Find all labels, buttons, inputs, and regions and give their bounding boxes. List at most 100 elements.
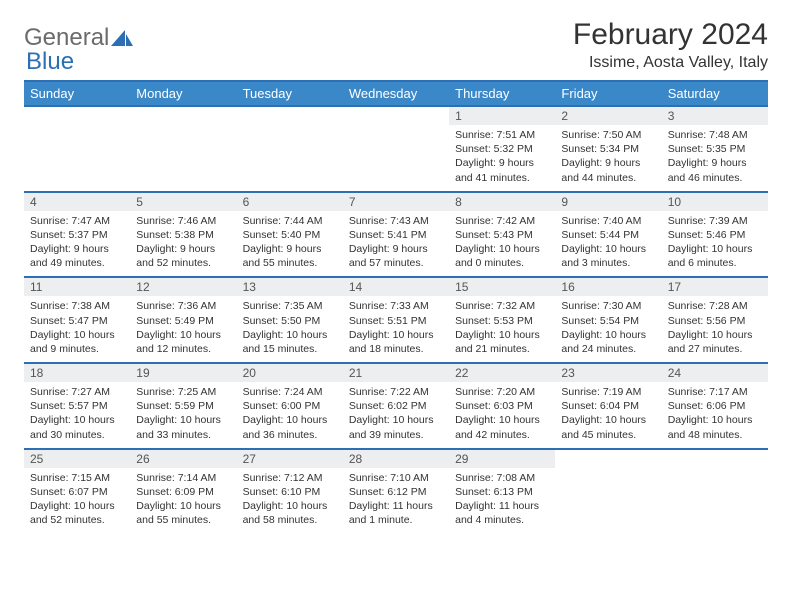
day-content-cell xyxy=(130,125,236,192)
logo-sail-icon xyxy=(111,30,133,48)
day-content-cell: Sunrise: 7:08 AMSunset: 6:13 PMDaylight:… xyxy=(449,468,555,534)
sunset-text: Sunset: 5:38 PM xyxy=(136,228,230,242)
day-number-cell: 12 xyxy=(130,277,236,296)
calendar-header-row: SundayMondayTuesdayWednesdayThursdayFrid… xyxy=(24,81,768,106)
day-content-cell: Sunrise: 7:10 AMSunset: 6:12 PMDaylight:… xyxy=(343,468,449,534)
daylight-text: Daylight: 10 hours and 12 minutes. xyxy=(136,328,230,356)
sunrise-text: Sunrise: 7:12 AM xyxy=(243,471,337,485)
sunrise-text: Sunrise: 7:38 AM xyxy=(30,299,124,313)
day-header: Tuesday xyxy=(237,81,343,106)
day-content-cell: Sunrise: 7:47 AMSunset: 5:37 PMDaylight:… xyxy=(24,211,130,278)
sunset-text: Sunset: 5:51 PM xyxy=(349,314,443,328)
daylight-text: Daylight: 10 hours and 30 minutes. xyxy=(30,413,124,441)
sunset-text: Sunset: 6:06 PM xyxy=(668,399,762,413)
day-content-cell: Sunrise: 7:30 AMSunset: 5:54 PMDaylight:… xyxy=(555,296,661,363)
day-content-cell: Sunrise: 7:35 AMSunset: 5:50 PMDaylight:… xyxy=(237,296,343,363)
day-content-row: Sunrise: 7:47 AMSunset: 5:37 PMDaylight:… xyxy=(24,211,768,278)
logo-text-blue: Blue xyxy=(26,48,74,76)
day-content-cell: Sunrise: 7:48 AMSunset: 5:35 PMDaylight:… xyxy=(662,125,768,192)
day-content-cell xyxy=(343,125,449,192)
daylight-text: Daylight: 10 hours and 42 minutes. xyxy=(455,413,549,441)
sunrise-text: Sunrise: 7:48 AM xyxy=(668,128,762,142)
day-content-row: Sunrise: 7:38 AMSunset: 5:47 PMDaylight:… xyxy=(24,296,768,363)
day-content-cell: Sunrise: 7:40 AMSunset: 5:44 PMDaylight:… xyxy=(555,211,661,278)
day-content-cell xyxy=(24,125,130,192)
sunrise-text: Sunrise: 7:19 AM xyxy=(561,385,655,399)
day-number-cell: 24 xyxy=(662,363,768,382)
daylight-text: Daylight: 11 hours and 1 minute. xyxy=(349,499,443,527)
day-number-cell: 14 xyxy=(343,277,449,296)
day-content-cell: Sunrise: 7:43 AMSunset: 5:41 PMDaylight:… xyxy=(343,211,449,278)
sunrise-text: Sunrise: 7:25 AM xyxy=(136,385,230,399)
sunrise-text: Sunrise: 7:17 AM xyxy=(668,385,762,399)
sunset-text: Sunset: 6:13 PM xyxy=(455,485,549,499)
daylight-text: Daylight: 10 hours and 18 minutes. xyxy=(349,328,443,356)
sunrise-text: Sunrise: 7:24 AM xyxy=(243,385,337,399)
sunset-text: Sunset: 5:34 PM xyxy=(561,142,655,156)
daylight-text: Daylight: 9 hours and 46 minutes. xyxy=(668,156,762,184)
sunset-text: Sunset: 6:00 PM xyxy=(243,399,337,413)
daylight-text: Daylight: 10 hours and 21 minutes. xyxy=(455,328,549,356)
daylight-text: Daylight: 9 hours and 49 minutes. xyxy=(30,242,124,270)
calendar-body: 123Sunrise: 7:51 AMSunset: 5:32 PMDaylig… xyxy=(24,106,768,533)
sunrise-text: Sunrise: 7:36 AM xyxy=(136,299,230,313)
day-number-cell: 6 xyxy=(237,192,343,211)
sunrise-text: Sunrise: 7:20 AM xyxy=(455,385,549,399)
day-header: Friday xyxy=(555,81,661,106)
day-number-cell: 22 xyxy=(449,363,555,382)
day-number-cell: 5 xyxy=(130,192,236,211)
sunset-text: Sunset: 5:57 PM xyxy=(30,399,124,413)
day-number-cell xyxy=(662,449,768,468)
day-number-cell: 16 xyxy=(555,277,661,296)
day-number-cell: 9 xyxy=(555,192,661,211)
sunset-text: Sunset: 5:49 PM xyxy=(136,314,230,328)
daylight-text: Daylight: 10 hours and 33 minutes. xyxy=(136,413,230,441)
day-content-cell: Sunrise: 7:39 AMSunset: 5:46 PMDaylight:… xyxy=(662,211,768,278)
daylight-text: Daylight: 9 hours and 52 minutes. xyxy=(136,242,230,270)
sunrise-text: Sunrise: 7:47 AM xyxy=(30,214,124,228)
day-number-cell: 1 xyxy=(449,106,555,125)
day-number-cell: 8 xyxy=(449,192,555,211)
day-number-cell: 27 xyxy=(237,449,343,468)
day-content-cell: Sunrise: 7:17 AMSunset: 6:06 PMDaylight:… xyxy=(662,382,768,449)
sunset-text: Sunset: 6:10 PM xyxy=(243,485,337,499)
sunrise-text: Sunrise: 7:10 AM xyxy=(349,471,443,485)
day-content-cell: Sunrise: 7:19 AMSunset: 6:04 PMDaylight:… xyxy=(555,382,661,449)
sunrise-text: Sunrise: 7:14 AM xyxy=(136,471,230,485)
day-number-cell: 17 xyxy=(662,277,768,296)
sunset-text: Sunset: 5:41 PM xyxy=(349,228,443,242)
day-content-cell: Sunrise: 7:14 AMSunset: 6:09 PMDaylight:… xyxy=(130,468,236,534)
day-number-cell: 19 xyxy=(130,363,236,382)
day-number-cell: 18 xyxy=(24,363,130,382)
daylight-text: Daylight: 10 hours and 15 minutes. xyxy=(243,328,337,356)
sunrise-text: Sunrise: 7:40 AM xyxy=(561,214,655,228)
day-header: Wednesday xyxy=(343,81,449,106)
daylight-text: Daylight: 10 hours and 36 minutes. xyxy=(243,413,337,441)
daylight-text: Daylight: 10 hours and 0 minutes. xyxy=(455,242,549,270)
sunset-text: Sunset: 5:37 PM xyxy=(30,228,124,242)
day-header: Monday xyxy=(130,81,236,106)
day-content-cell xyxy=(555,468,661,534)
sunset-text: Sunset: 6:09 PM xyxy=(136,485,230,499)
sunset-text: Sunset: 6:12 PM xyxy=(349,485,443,499)
daylight-text: Daylight: 10 hours and 58 minutes. xyxy=(243,499,337,527)
sunrise-text: Sunrise: 7:30 AM xyxy=(561,299,655,313)
day-header: Saturday xyxy=(662,81,768,106)
day-number-cell: 4 xyxy=(24,192,130,211)
sunset-text: Sunset: 6:07 PM xyxy=(30,485,124,499)
day-content-cell: Sunrise: 7:25 AMSunset: 5:59 PMDaylight:… xyxy=(130,382,236,449)
daylight-text: Daylight: 10 hours and 27 minutes. xyxy=(668,328,762,356)
day-content-cell: Sunrise: 7:46 AMSunset: 5:38 PMDaylight:… xyxy=(130,211,236,278)
day-content-cell: Sunrise: 7:22 AMSunset: 6:02 PMDaylight:… xyxy=(343,382,449,449)
sunrise-text: Sunrise: 7:50 AM xyxy=(561,128,655,142)
day-header: Thursday xyxy=(449,81,555,106)
sunset-text: Sunset: 5:59 PM xyxy=(136,399,230,413)
month-title: February 2024 xyxy=(573,18,768,52)
day-number-cell xyxy=(130,106,236,125)
day-content-cell: Sunrise: 7:32 AMSunset: 5:53 PMDaylight:… xyxy=(449,296,555,363)
sunrise-text: Sunrise: 7:44 AM xyxy=(243,214,337,228)
sunset-text: Sunset: 5:50 PM xyxy=(243,314,337,328)
daylight-text: Daylight: 10 hours and 9 minutes. xyxy=(30,328,124,356)
day-number-cell xyxy=(343,106,449,125)
daylight-text: Daylight: 10 hours and 55 minutes. xyxy=(136,499,230,527)
